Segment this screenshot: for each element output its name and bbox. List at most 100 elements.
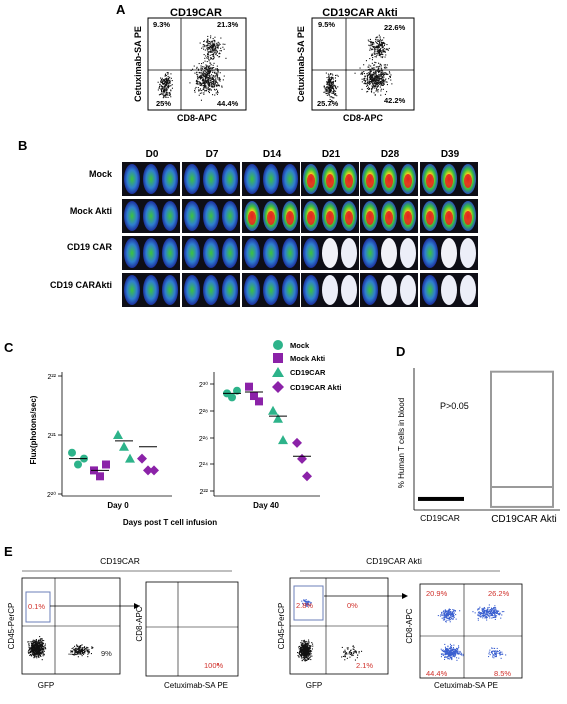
y-tick-label: 2²⁴ (199, 462, 208, 469)
mouse-silhouette (303, 238, 319, 268)
data-point (245, 382, 253, 391)
mouse-silhouette (162, 275, 178, 305)
panel-a-plot-1: CD19CAR Cetuximab-SA PE CD8-APC 9.3% 21.… (133, 7, 247, 123)
mouse-silhouette (441, 275, 457, 305)
x-category-label: CD19CAR (420, 513, 460, 523)
data-point (233, 386, 241, 395)
mouse-silhouette (282, 238, 298, 268)
mouse-silhouette (381, 275, 397, 305)
tumor-signal (366, 211, 374, 225)
quadrant-ur: 21.3% (217, 20, 239, 29)
data-point (119, 441, 129, 451)
panel-c-letter: C (4, 340, 14, 355)
day-label: D0 (146, 149, 159, 160)
mouse-silhouette (143, 238, 159, 268)
mouse-silhouette (124, 201, 140, 231)
x-axis-label: Cetuximab-SA PE (434, 681, 498, 690)
mouse-silhouette (143, 164, 159, 194)
legend-label: Mock Akti (290, 354, 325, 363)
mouse-silhouette (124, 238, 140, 268)
panel-a-plot-2: CD19CAR Akti Cetuximab-SA PE CD8-APC 9.5… (296, 7, 415, 123)
x-axis-label: Days post T cell infusion (123, 518, 217, 527)
mouse-silhouette (222, 164, 238, 194)
quadrant-lr: 8.5% (494, 669, 511, 678)
tumor-signal (366, 174, 374, 188)
group-label: CD19 CARAkti (50, 280, 112, 290)
data-point (74, 460, 82, 469)
tumor-signal (426, 211, 434, 225)
panel-b-imaging-grid: D0 D7 D14 D21 D28 D39 Mock Mock Akti CD1… (50, 149, 478, 307)
legend-label: Mock (290, 341, 310, 350)
tumor-signal (307, 174, 315, 188)
quadrant-lr: 2.1% (356, 661, 373, 670)
y-axis-label: CD45-PerCP (7, 603, 16, 650)
panel-e: CD19CAR CD19CAR Akti 0.1% 9% CD45-PerCP … (7, 556, 523, 690)
quadrant-lr: 100% (204, 661, 224, 670)
mouse-silhouette (460, 275, 476, 305)
mouse-silhouette (422, 238, 438, 268)
quadrant-ur: 22.6% (384, 23, 406, 32)
dot-cloud (323, 34, 393, 106)
tumor-signal (326, 211, 334, 225)
tumor-signal (248, 211, 256, 225)
mouse-silhouette (422, 275, 438, 305)
x-axis-label: Cetuximab-SA PE (164, 681, 228, 690)
mouse-silhouette (460, 238, 476, 268)
mouse-silhouette (184, 201, 200, 231)
mouse-silhouette (162, 238, 178, 268)
data-point (255, 397, 263, 406)
mouse-silhouette (263, 275, 279, 305)
legend-marker (273, 353, 283, 363)
x-category-label: CD19CAR Akti (491, 514, 557, 525)
mouse-silhouette (263, 238, 279, 268)
y-tick-label: 2²¹ (47, 433, 56, 440)
tumor-signal (385, 211, 393, 225)
panel-a-title-2: CD19CAR Akti (322, 7, 397, 19)
mouse-silhouette (322, 238, 338, 268)
data-point (125, 453, 135, 463)
mouse-silhouette (184, 164, 200, 194)
quadrant-lr: 9% (101, 649, 112, 658)
x-axis-label: CD8-APC (177, 113, 218, 123)
tumor-signal (404, 174, 412, 188)
quadrant-ul: 9.5% (318, 20, 335, 29)
y-axis-label: Cetuximab-SA PE (296, 26, 306, 102)
mouse-silhouette (303, 275, 319, 305)
y-tick-label: 2³⁰ (199, 381, 208, 389)
quadrant-ll: 25% (156, 99, 171, 108)
mouse-silhouette (222, 238, 238, 268)
tumor-signal (445, 174, 453, 188)
mouse-silhouette (362, 275, 378, 305)
tumor-signal (267, 211, 275, 225)
mouse-silhouette (441, 238, 457, 268)
panel-e-left-title: CD19CAR (100, 556, 140, 566)
data-point (68, 448, 76, 457)
panel-e-plot-2: 100% CD8-APC Cetuximab-SA PE (135, 581, 239, 690)
panel-a-letter: A (116, 2, 126, 17)
data-point (228, 393, 236, 402)
mouse-silhouette (244, 238, 260, 268)
mouse-silhouette (203, 275, 219, 305)
mouse-silhouette (341, 238, 357, 268)
dot-cloud (157, 35, 227, 101)
tumor-signal (445, 211, 453, 225)
mouse-silhouette (362, 238, 378, 268)
mouse-silhouette (381, 238, 397, 268)
tumor-signal (464, 174, 472, 188)
mouse-silhouette (263, 164, 279, 194)
range-bar (418, 496, 464, 501)
data-point (102, 460, 110, 469)
mouse-silhouette (124, 164, 140, 194)
quadrant-lr: 42.2% (384, 96, 406, 105)
day-label: D21 (322, 149, 341, 160)
quadrant-lr: 44.4% (217, 99, 239, 108)
group-label: Mock (89, 169, 113, 179)
group-label: Mock Akti (70, 206, 112, 216)
gate-percent: 0.1% (28, 602, 45, 611)
mouse-silhouette (222, 275, 238, 305)
mouse-silhouette (184, 238, 200, 268)
data-point (297, 453, 307, 464)
mouse-silhouette (143, 201, 159, 231)
panel-e-plot-4: 20.9% 26.2% 44.4% 8.5% CD8-APC Cetuximab… (405, 583, 523, 690)
quadrant-ur: 26.2% (488, 589, 510, 598)
